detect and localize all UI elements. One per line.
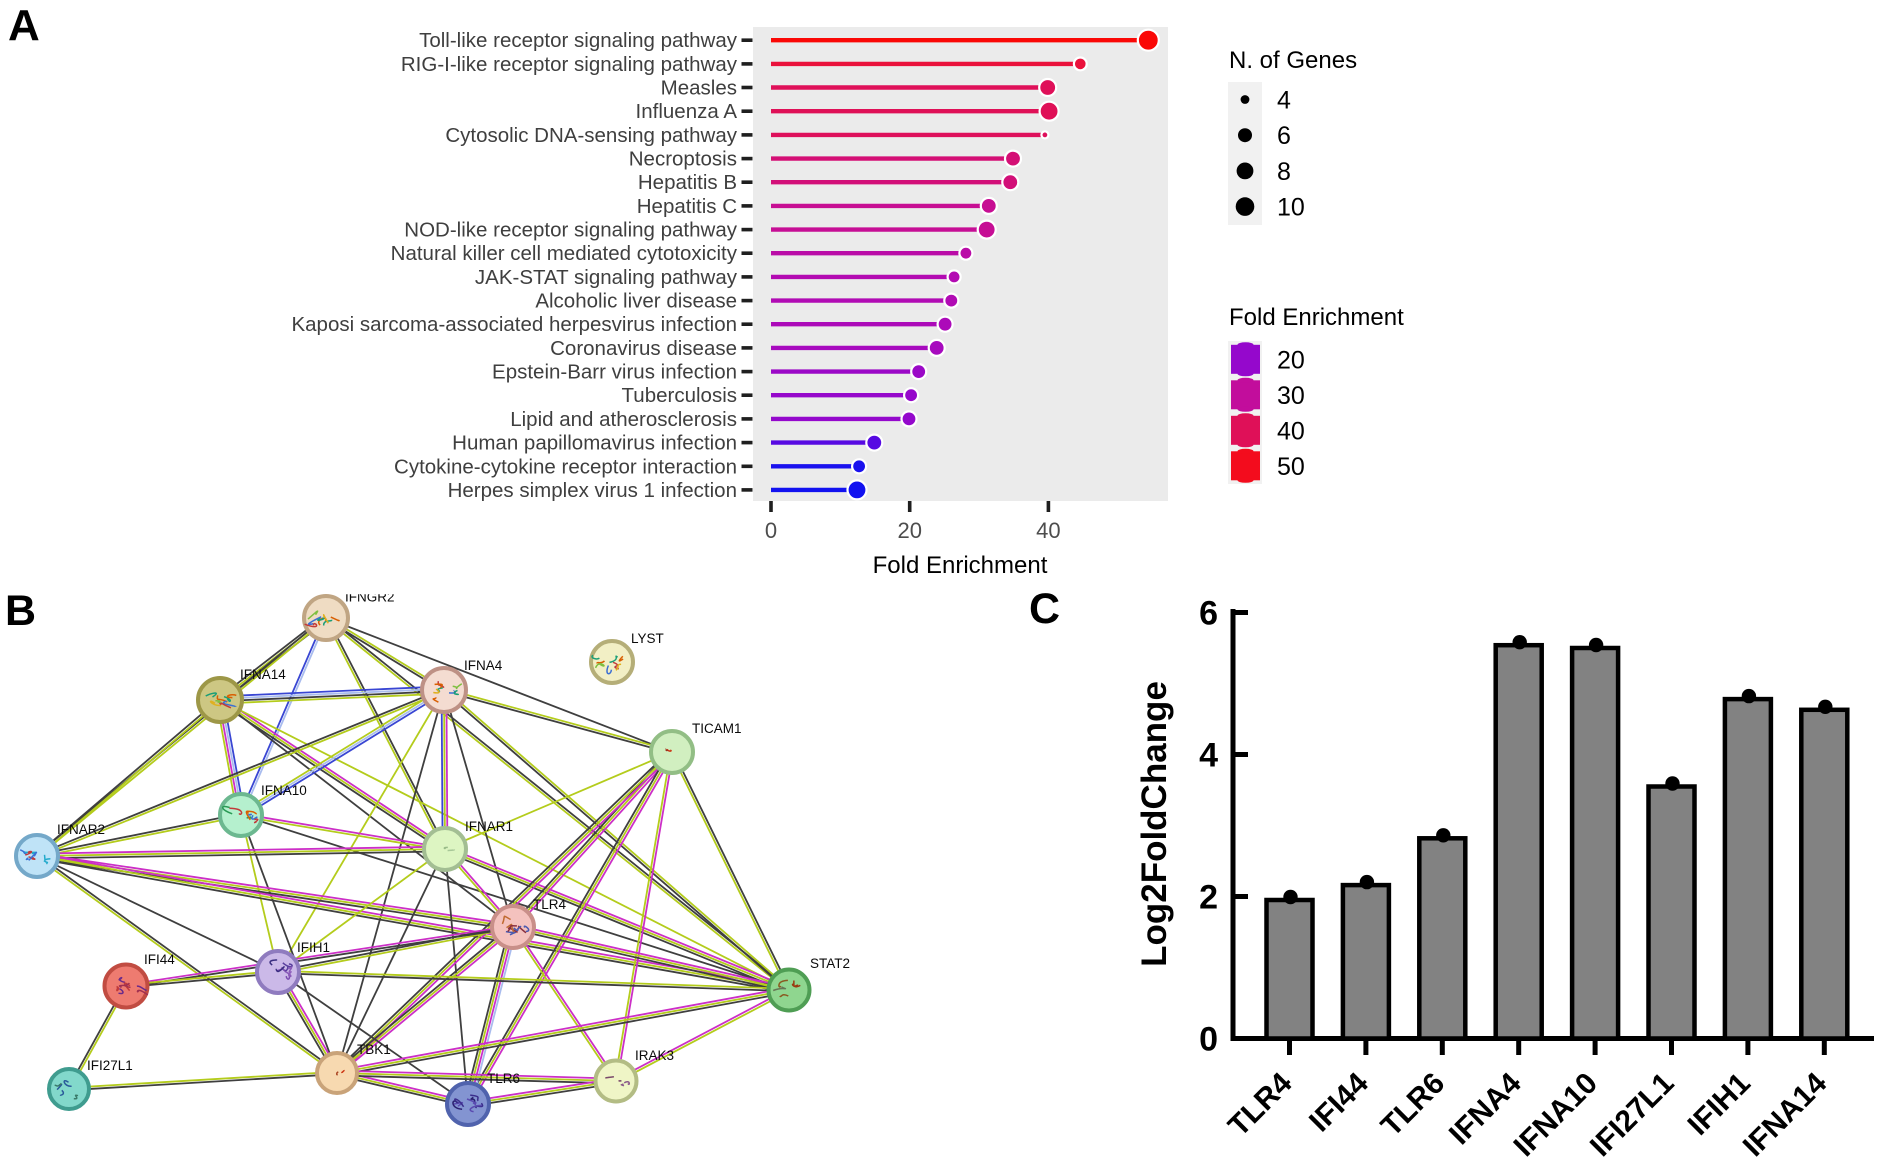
svg-text:IFNA4: IFNA4	[464, 658, 503, 673]
svg-text:Cytosolic DNA-sensing pathway: Cytosolic DNA-sensing pathway	[445, 124, 737, 147]
svg-text:0: 0	[1199, 1021, 1218, 1059]
svg-text:Kaposi sarcoma-associated herp: Kaposi sarcoma-associated herpesvirus in…	[291, 313, 737, 336]
svg-text:C: C	[1029, 585, 1060, 633]
svg-text:IFIH1: IFIH1	[297, 940, 330, 955]
svg-text:10: 10	[1277, 194, 1305, 222]
svg-text:NOD-like receptor signaling pa: NOD-like receptor signaling pathway	[404, 219, 737, 242]
svg-text:IRAK3: IRAK3	[635, 1048, 674, 1063]
svg-text:30: 30	[1277, 382, 1305, 410]
svg-text:N. of Genes: N. of Genes	[1229, 47, 1357, 74]
svg-text:Lipid and atherosclerosis: Lipid and atherosclerosis	[510, 408, 737, 431]
svg-text:Human papillomavirus infection: Human papillomavirus infection	[452, 432, 737, 455]
svg-text:IFI44: IFI44	[144, 952, 175, 967]
svg-text:Fold Enrichment: Fold Enrichment	[1229, 304, 1404, 331]
svg-text:TICAM1: TICAM1	[692, 721, 742, 736]
svg-text:50: 50	[1277, 453, 1305, 481]
svg-text:Cytokine-cytokine receptor int: Cytokine-cytokine receptor interaction	[394, 455, 737, 478]
svg-text:B: B	[5, 587, 36, 635]
svg-text:Log2FoldChange: Log2FoldChange	[1135, 681, 1174, 967]
svg-text:Fold Enrichment: Fold Enrichment	[873, 552, 1048, 579]
svg-text:4: 4	[1277, 87, 1291, 115]
svg-text:JAK-STAT signaling pathway: JAK-STAT signaling pathway	[475, 266, 738, 289]
svg-text:2: 2	[1199, 879, 1218, 917]
svg-text:40: 40	[1277, 417, 1305, 445]
svg-text:Alcoholic liver disease: Alcoholic liver disease	[535, 290, 737, 313]
svg-text:20: 20	[1277, 346, 1305, 374]
svg-text:LYST: LYST	[631, 631, 664, 646]
svg-text:Coronavirus disease: Coronavirus disease	[550, 337, 737, 360]
svg-text:8: 8	[1277, 158, 1291, 186]
svg-text:Epstein-Barr virus infection: Epstein-Barr virus infection	[492, 361, 737, 384]
svg-text:TLR6: TLR6	[487, 1071, 520, 1086]
svg-text:IFNAR2: IFNAR2	[57, 822, 105, 837]
svg-text:4: 4	[1199, 737, 1218, 775]
svg-text:Hepatitis B: Hepatitis B	[638, 171, 737, 194]
svg-text:A: A	[8, 1, 40, 50]
svg-text:6: 6	[1199, 595, 1218, 633]
svg-text:TBK1: TBK1	[357, 1042, 391, 1057]
svg-text:STAT2: STAT2	[810, 956, 850, 971]
svg-text:Necroptosis: Necroptosis	[629, 148, 737, 171]
svg-text:0: 0	[765, 518, 777, 543]
svg-text:IFNGR2: IFNGR2	[345, 590, 395, 605]
svg-text:Herpes simplex virus 1 infecti: Herpes simplex virus 1 infection	[448, 479, 737, 502]
svg-text:Influenza A: Influenza A	[636, 100, 738, 123]
svg-text:Natural killer cell mediated c: Natural killer cell mediated cytotoxicit…	[391, 242, 738, 265]
svg-text:IFI27L1: IFI27L1	[87, 1058, 133, 1073]
svg-text:Tuberculosis: Tuberculosis	[622, 384, 737, 407]
svg-text:Hepatitis C: Hepatitis C	[637, 195, 737, 218]
svg-text:20: 20	[897, 518, 921, 543]
svg-text:40: 40	[1036, 518, 1060, 543]
svg-text:6: 6	[1277, 122, 1291, 150]
svg-text:IFNA10: IFNA10	[261, 783, 307, 798]
svg-text:TLR4: TLR4	[533, 897, 567, 912]
svg-text:RIG-I-like receptor signaling: RIG-I-like receptor signaling pathway	[401, 53, 738, 76]
svg-text:Measles: Measles	[661, 77, 737, 100]
svg-text:IFNAR1: IFNAR1	[465, 819, 513, 834]
svg-text:Toll-like receptor signaling p: Toll-like receptor signaling pathway	[419, 29, 738, 52]
svg-text:IFNA14: IFNA14	[240, 667, 286, 682]
